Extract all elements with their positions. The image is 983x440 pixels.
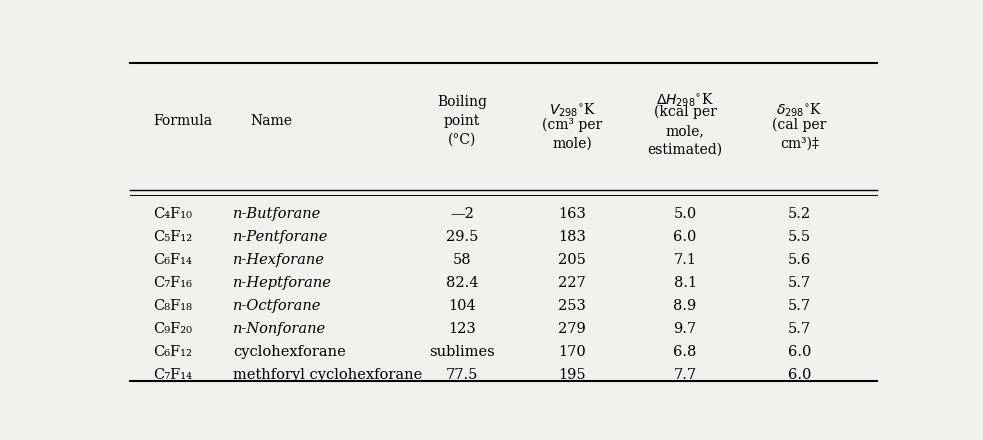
Text: 227: 227: [558, 276, 586, 290]
Text: 253: 253: [558, 299, 586, 313]
Text: 163: 163: [558, 207, 586, 221]
Text: (cm³ per
mole): (cm³ per mole): [543, 117, 603, 151]
Text: 8.9: 8.9: [673, 299, 697, 313]
Text: 6.0: 6.0: [787, 345, 811, 359]
Text: 58: 58: [452, 253, 471, 267]
Text: Name: Name: [251, 114, 292, 128]
Text: C₇F₁₄: C₇F₁₄: [153, 368, 193, 382]
Text: 8.1: 8.1: [673, 276, 697, 290]
Text: 170: 170: [558, 345, 586, 359]
Text: 5.2: 5.2: [787, 207, 811, 221]
Text: 7.1: 7.1: [673, 253, 697, 267]
Text: sublimes: sublimes: [429, 345, 494, 359]
Text: n-Pentforane: n-Pentforane: [233, 230, 328, 244]
Text: cyclohexforane: cyclohexforane: [233, 345, 346, 359]
Text: 9.7: 9.7: [673, 322, 697, 336]
Text: 6.8: 6.8: [673, 345, 697, 359]
Text: 5.7: 5.7: [787, 276, 811, 290]
Text: C₆F₁₄: C₆F₁₄: [153, 253, 193, 267]
Text: (cal per
cm³)‡: (cal per cm³)‡: [773, 117, 827, 151]
Text: $\delta_{298}{}^{\circ}$K: $\delta_{298}{}^{\circ}$K: [777, 102, 823, 119]
Text: C₈F₁₈: C₈F₁₈: [153, 299, 193, 313]
Text: 123: 123: [448, 322, 476, 336]
Text: methforyl cyclohexforane: methforyl cyclohexforane: [233, 368, 423, 382]
Text: n-Butforane: n-Butforane: [233, 207, 321, 221]
Text: Formula: Formula: [153, 114, 212, 128]
Text: 6.0: 6.0: [673, 230, 697, 244]
Text: 5.6: 5.6: [787, 253, 811, 267]
Text: $\Delta \mathit{H}_{298}{}^{\circ}$K: $\Delta \mathit{H}_{298}{}^{\circ}$K: [657, 92, 714, 109]
Text: 195: 195: [558, 368, 586, 382]
Text: 82.4: 82.4: [445, 276, 478, 290]
Text: C₆F₁₂: C₆F₁₂: [153, 345, 193, 359]
Text: C₅F₁₂: C₅F₁₂: [153, 230, 193, 244]
Text: C₉F₂₀: C₉F₂₀: [153, 322, 193, 336]
Text: 279: 279: [558, 322, 586, 336]
Text: 183: 183: [558, 230, 586, 244]
Text: Boiling
point
(°C): Boiling point (°C): [436, 95, 487, 147]
Text: —2: —2: [450, 207, 474, 221]
Text: n-Octforane: n-Octforane: [233, 299, 321, 313]
Text: (kcal per
mole,
estimated): (kcal per mole, estimated): [648, 105, 723, 157]
Text: 7.7: 7.7: [673, 368, 697, 382]
Text: n-Hexforane: n-Hexforane: [233, 253, 325, 267]
Text: 29.5: 29.5: [445, 230, 478, 244]
Text: C₇F₁₆: C₇F₁₆: [153, 276, 193, 290]
Text: C₄F₁₀: C₄F₁₀: [153, 207, 193, 221]
Text: 6.0: 6.0: [787, 368, 811, 382]
Text: 104: 104: [448, 299, 476, 313]
Text: 5.7: 5.7: [787, 322, 811, 336]
Text: 205: 205: [558, 253, 586, 267]
Text: n-Heptforane: n-Heptforane: [233, 276, 332, 290]
Text: 77.5: 77.5: [445, 368, 478, 382]
Text: $\mathit{V}_{298}{}^{\circ}$K: $\mathit{V}_{298}{}^{\circ}$K: [549, 102, 596, 119]
Text: 5.0: 5.0: [673, 207, 697, 221]
Text: 5.7: 5.7: [787, 299, 811, 313]
Text: 5.5: 5.5: [787, 230, 811, 244]
Text: n-Nonforane: n-Nonforane: [233, 322, 326, 336]
